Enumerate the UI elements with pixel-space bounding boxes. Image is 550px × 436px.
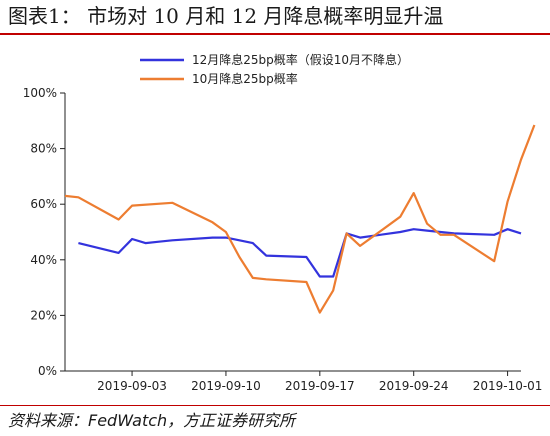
x-tick-label: 2019-09-10 [191, 379, 261, 393]
y-tick-label: 20% [30, 308, 57, 322]
chart: 12月降息25bp概率（假设10月不降息） 10月降息25bp概率 0% 20% 4… [23, 52, 543, 393]
legend-label-oct: 10月降息25bp概率 [192, 71, 298, 86]
y-tick-label: 0% [38, 364, 57, 378]
x-tick-label: 2019-09-03 [97, 379, 167, 393]
x-tick-label: 2019-10-01 [473, 379, 543, 393]
title-divider [0, 33, 550, 35]
x-tick-group: 2019-09-03 2019-09-10 2019-09-17 2019-09-24… [97, 371, 542, 393]
x-tick-label: 2019-09-17 [285, 379, 355, 393]
series-group [64, 124, 536, 314]
figure-title: 图表1： 市场对 10 月和 12 月降息概率明显升温 [8, 4, 444, 28]
legend-label-dec: 12月降息25bp概率（假设10月不降息） [192, 52, 409, 67]
source-note: 资料来源：FedWatch，方正证券研究所 [8, 411, 296, 430]
y-tick-label: 80% [30, 142, 57, 156]
y-tick-label: 100% [23, 86, 57, 100]
y-tick-label: 60% [30, 197, 57, 211]
source-divider [0, 405, 550, 406]
series-line-oct [64, 124, 536, 314]
y-tick-label: 40% [30, 253, 57, 267]
series-line-dec [78, 228, 522, 278]
legend: 12月降息25bp概率（假设10月不降息） 10月降息25bp概率 [140, 52, 409, 86]
y-tick-group: 0% 20% 40% 60% 80% 100% [23, 86, 65, 378]
x-tick-label: 2019-09-24 [379, 379, 449, 393]
